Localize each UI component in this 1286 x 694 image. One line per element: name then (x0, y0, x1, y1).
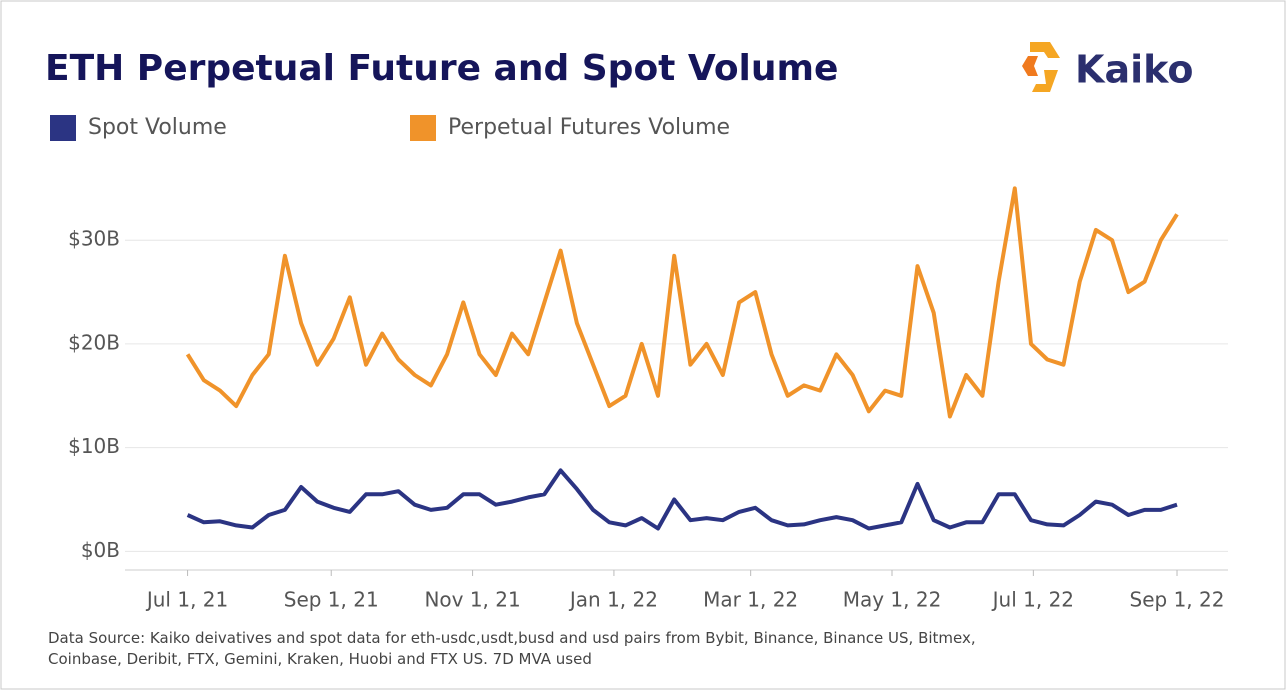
y-tick-label: $0B (81, 538, 120, 562)
legend-label: Spot Volume (88, 115, 227, 140)
legend-swatch (410, 115, 436, 141)
x-tick-label: Jul 1, 21 (145, 588, 228, 612)
source-note: Data Source: Kaiko deivatives and spot d… (48, 629, 976, 668)
legend-label: Perpetual Futures Volume (448, 115, 730, 140)
x-tick-label: Nov 1, 21 (424, 588, 520, 612)
chart-title: ETH Perpetual Future and Spot Volume (45, 48, 838, 89)
y-tick-label: $20B (68, 330, 120, 354)
x-tick-label: May 1, 22 (843, 588, 942, 612)
x-tick-label: Jul 1, 22 (991, 588, 1074, 612)
legend-swatch (50, 115, 76, 141)
series-line (185, 186, 1179, 419)
brand: Kaiko (1075, 48, 1193, 92)
series-line (186, 468, 1178, 531)
x-tick-label: Sep 1, 22 (1130, 588, 1225, 612)
note-box: Data Source: Kaiko deivatives and spot d… (48, 629, 976, 668)
x-tick-label: Jan 1, 22 (568, 588, 658, 612)
x-tick-label: Sep 1, 21 (284, 588, 379, 612)
y-tick-label: $30B (68, 227, 120, 251)
logo (1022, 42, 1060, 92)
y-tick-label: $10B (68, 434, 120, 458)
x-tick-label: Mar 1, 22 (703, 588, 798, 612)
